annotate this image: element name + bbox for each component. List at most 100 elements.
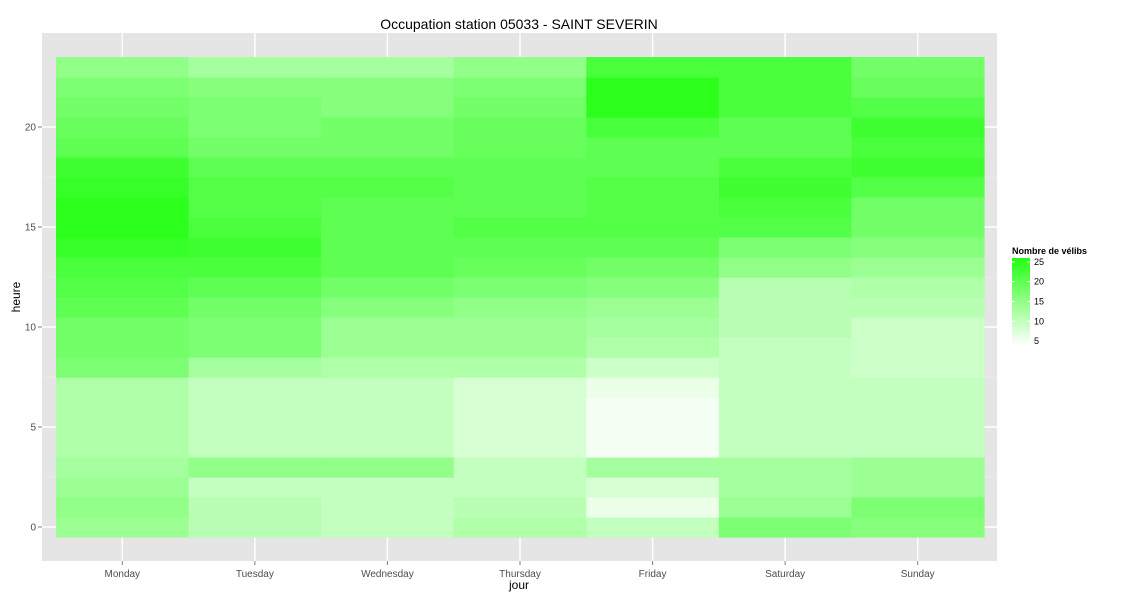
heatmap-cell [453,237,587,258]
heatmap-cell [56,77,190,98]
heatmap-cell [718,477,853,498]
heatmap-cell [56,477,190,498]
heatmap-cell [453,457,587,478]
heatmap-cell [321,177,455,198]
heatmap-cell [851,217,985,238]
heatmap-cell [56,337,190,358]
heatmap-cell [321,417,455,438]
y-tick-label: 10 [25,323,37,334]
heatmap-cell [321,457,455,478]
heatmap-cell [851,397,985,418]
heatmap-cell [586,157,720,178]
heatmap-cell [718,357,853,378]
x-tick-label: Saturday [765,569,805,580]
heatmap-cell [586,477,720,498]
heatmap-cell [851,277,985,298]
heatmap-cell [586,57,720,78]
heatmap-cell [718,517,853,538]
heatmap-cell [851,177,985,198]
heatmap-cell [56,217,190,238]
heatmap-cell [188,277,322,298]
heatmap-cell [188,437,322,458]
heatmap-cell [453,57,587,78]
heatmap-cell [453,157,587,178]
heatmap-cell [321,497,455,518]
heatmap-cell [56,137,190,158]
heatmap-cell [188,97,322,118]
heatmap-cell [188,357,322,378]
x-axis-title: jour [508,578,529,592]
heatmap-cell [586,137,720,158]
heatmap-cell [851,257,985,278]
heatmap-cell [586,237,720,258]
heatmap-cell [718,317,853,338]
heatmap-cell [851,417,985,438]
color-legend: Nombre de vélibs 25 20 15 10 5 [1012,246,1087,346]
heatmap-cell [321,317,455,338]
heatmap-cell [851,497,985,518]
heatmap-cell [56,497,190,518]
heatmap-cell [188,397,322,418]
heatmap-cell [586,197,720,218]
heatmap-cell [718,417,853,438]
heatmap-cell [586,97,720,118]
heatmap-cell [586,417,720,438]
heatmap-cell [453,437,587,458]
heatmap-cell [321,477,455,498]
y-tick-label: 15 [25,223,37,234]
heatmap-cell [453,257,587,278]
heatmap-cell [56,517,190,538]
legend-tick-label: 15 [1034,297,1044,307]
heatmap-cell [718,457,853,478]
heatmap-cell [56,257,190,278]
heatmap-cell [851,437,985,458]
heatmap-cell [851,197,985,218]
heatmap-cell [188,77,322,98]
heatmap-cell [56,317,190,338]
heatmap-cell [718,437,853,458]
heatmap-cell [188,377,322,398]
heatmap-cell [321,237,455,258]
heatmap-cell [718,117,853,138]
heatmap-cell [188,117,322,138]
y-tick-label: 5 [30,423,36,434]
heatmap-cell [56,97,190,118]
heatmap-cell [851,457,985,478]
legend-ticks: 25 20 15 10 5 [1012,257,1044,346]
heatmap-cell [321,257,455,278]
x-tick-label: Tuesday [236,569,274,580]
heatmap-cell [321,377,455,398]
heatmap-cell [453,137,587,158]
heatmap-cell [586,457,720,478]
heatmap-cell [453,197,587,218]
heatmap-cell [586,297,720,318]
heatmap-cell [56,457,190,478]
heatmap-cell [586,257,720,278]
legend-colorbar [1012,258,1030,345]
heatmap-cell [188,497,322,518]
heatmap-cell [586,317,720,338]
heatmap-cell [586,117,720,138]
heatmap-cell [188,337,322,358]
heatmap-cell [188,57,322,78]
heatmap-cell [851,117,985,138]
heatmap-cell [718,277,853,298]
heatmap-cell [718,77,853,98]
heatmap-cell [586,177,720,198]
heatmap-cell [188,297,322,318]
heatmap-cell [321,197,455,218]
heatmap-cell [453,417,587,438]
heatmap-cell [586,517,720,538]
heatmap-cell [321,137,455,158]
y-axis-title: heure [9,281,23,312]
heatmap-cell [453,297,587,318]
heatmap-cell [851,517,985,538]
heatmap-cell [321,277,455,298]
heatmap-cell [321,397,455,418]
heatmap-cell [586,437,720,458]
x-axis: Monday Tuesday Wednesday Thursday Friday Satu… [104,561,935,580]
heatmap-cell [56,177,190,198]
heatmap-cell [718,137,853,158]
heatmap-cell [851,357,985,378]
y-tick-label: 20 [25,123,37,134]
